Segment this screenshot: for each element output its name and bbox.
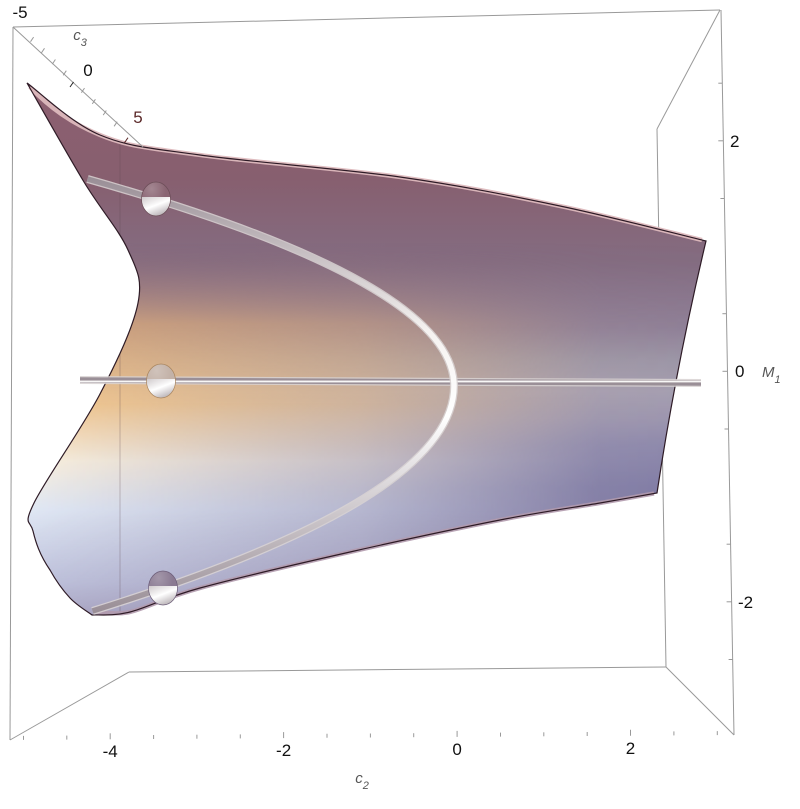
svg-text:0: 0 [83,61,92,80]
svg-text:2: 2 [626,739,635,758]
svg-text:-2: -2 [738,593,753,612]
svg-text:M1: M1 [762,364,781,386]
svg-text:0: 0 [735,362,744,381]
svg-text:2: 2 [730,132,739,151]
svg-text:-4: -4 [103,742,118,761]
svg-text:-2: -2 [276,741,291,760]
svg-text:0: 0 [452,740,461,759]
svg-text:5: 5 [133,108,142,127]
svg-text:-5: -5 [12,3,27,22]
svg-text:c2: c2 [355,770,369,792]
svg-text:c3: c3 [73,27,88,49]
